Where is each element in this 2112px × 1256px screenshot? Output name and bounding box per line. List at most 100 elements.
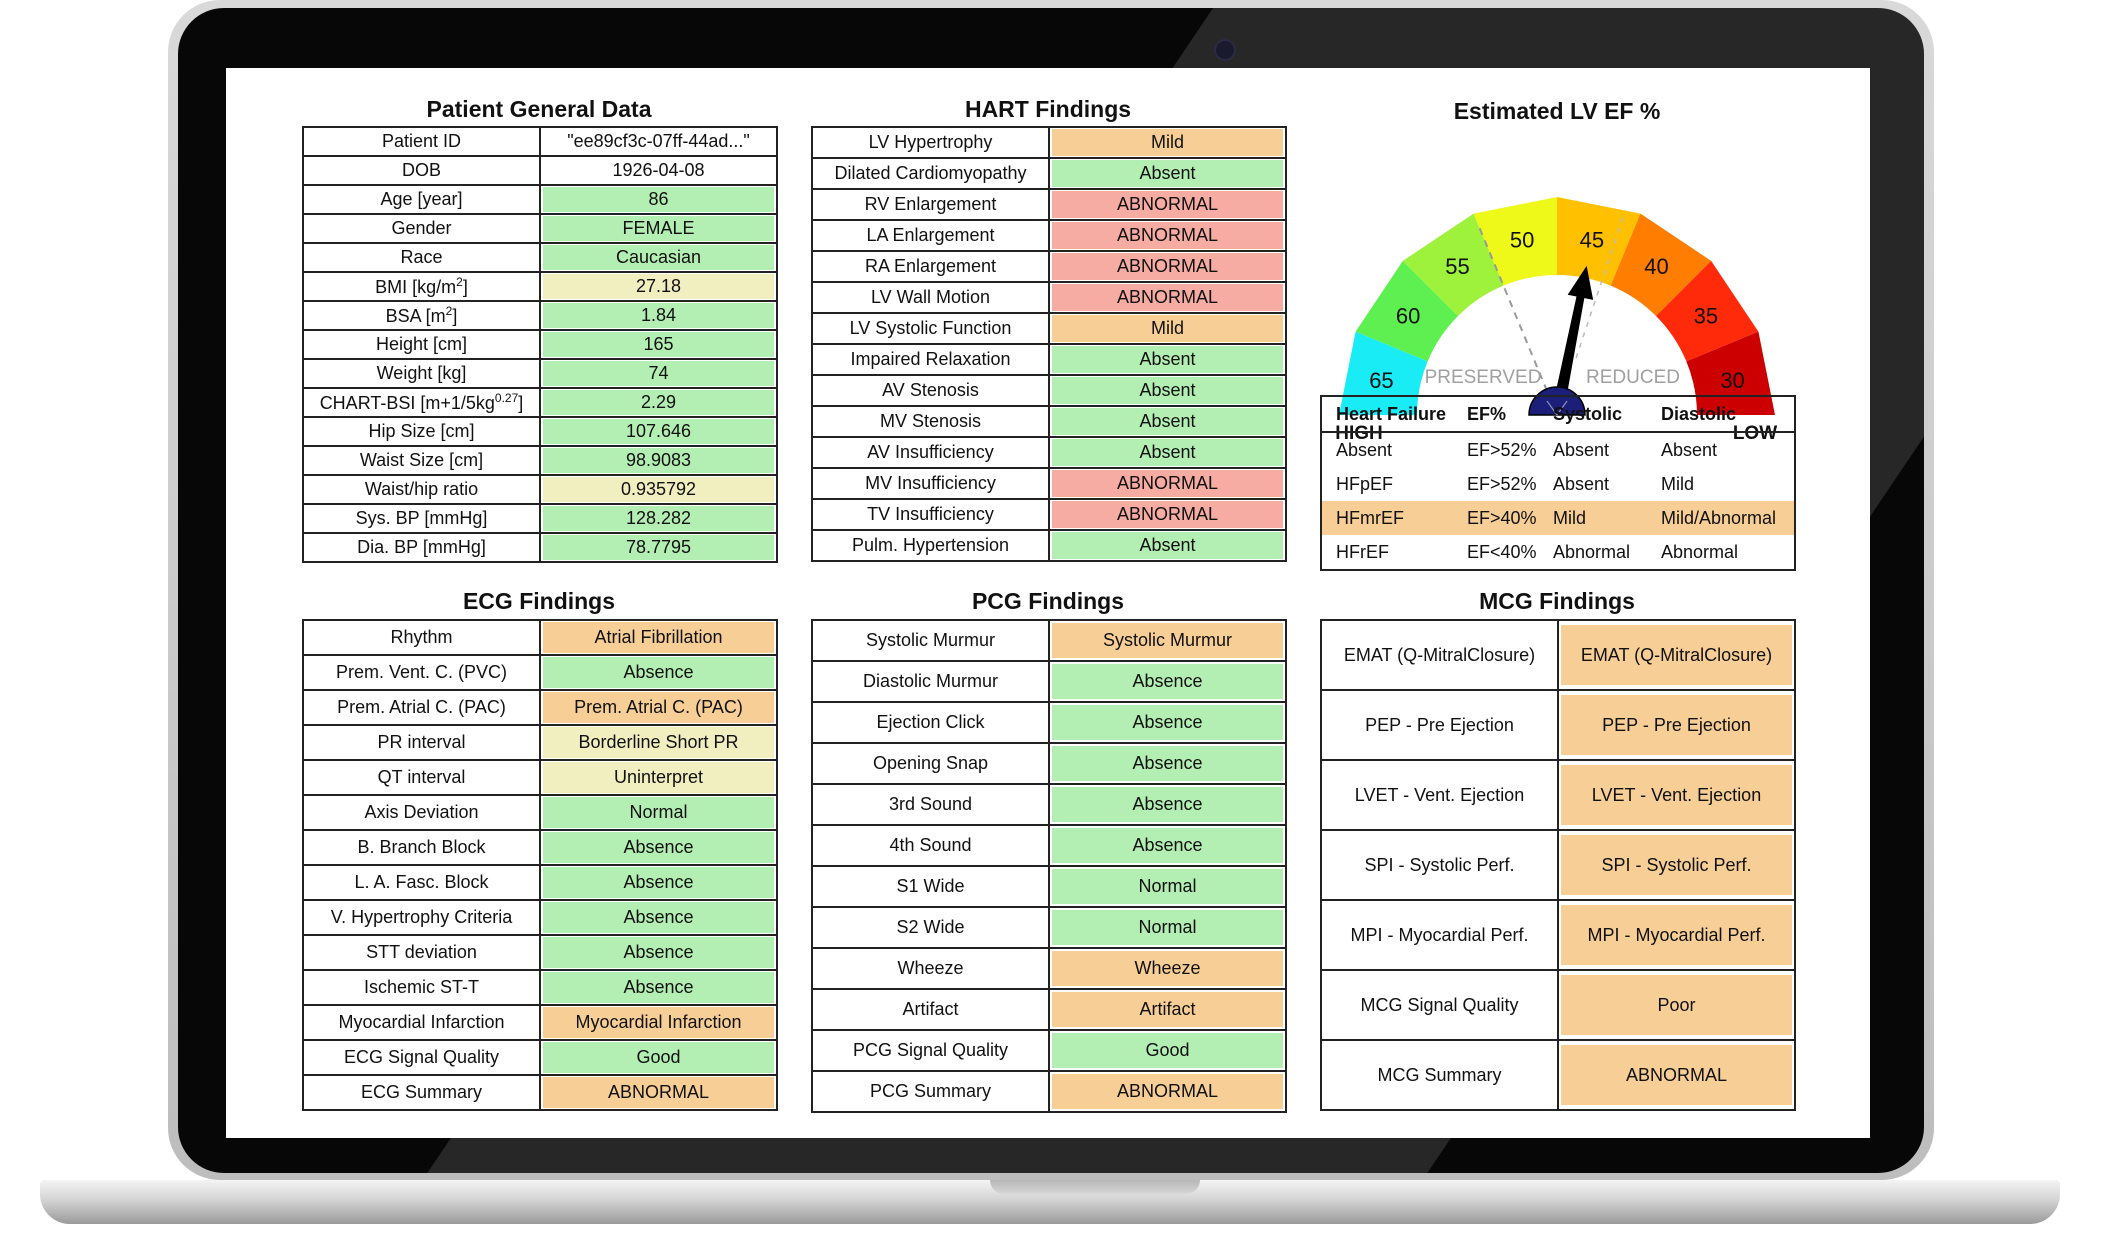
hart-row-value: Absent xyxy=(1048,374,1287,407)
patient-row-label: Gender xyxy=(302,213,541,244)
gauge-segment-label: 35 xyxy=(1694,304,1718,329)
label-text: 3rd Sound xyxy=(888,794,973,814)
ecg-row-label: ECG Signal Quality xyxy=(302,1039,541,1076)
mcg-row-value: LVET - Vent. Ejection xyxy=(1557,759,1796,831)
ecg-row: Ischemic ST-T Absence xyxy=(302,969,778,1006)
patient-row: Dia. BP [mmHg] 78.7795 xyxy=(302,532,778,563)
patient-row-label: Height [cm] xyxy=(302,329,541,360)
status-badge: Poor xyxy=(1561,975,1792,1035)
status-badge: FEMALE xyxy=(543,216,774,241)
pcg-row-value: ABNORMAL xyxy=(1048,1070,1287,1113)
patient-panel-title: Patient General Data xyxy=(426,96,652,122)
status-badge: Absence xyxy=(1052,705,1283,740)
label-text: RA Enlargement xyxy=(864,256,997,276)
pcg-row-label: Artifact xyxy=(811,988,1050,1031)
label-text: Race xyxy=(400,247,443,267)
label-text: Sys. BP [mmHg] xyxy=(355,508,488,528)
ecg-row: PR interval Borderline Short PR xyxy=(302,724,778,761)
pcg-row-value: Wheeze xyxy=(1048,947,1287,990)
hf-row: HFrEF EF<40% Abnormal Abnormal xyxy=(1321,535,1795,570)
label-suffix: ] xyxy=(452,306,458,326)
hf-cell: Mild/Abnormal xyxy=(1647,501,1795,535)
pcg-row-label: S2 Wide xyxy=(811,906,1050,949)
label-text: MPI - Myocardial Perf. xyxy=(1350,924,1529,945)
status-badge: 128.282 xyxy=(543,506,774,531)
status-badge: ABNORMAL xyxy=(543,1077,774,1108)
status-badge: Artifact xyxy=(1052,992,1283,1027)
status-badge: Absent xyxy=(1052,408,1283,435)
patient-row: Patient ID "ee89cf3c-07ff-44ad..." xyxy=(302,126,778,157)
label-text: LVET - Vent. Ejection xyxy=(1354,784,1525,805)
pcg-row-value: Artifact xyxy=(1048,988,1287,1031)
mcg-row-value: Poor xyxy=(1557,969,1796,1041)
patient-row: BSA [m2] 1.84 xyxy=(302,300,778,331)
label-text: Wheeze xyxy=(897,958,964,978)
hart-row-label: RV Enlargement xyxy=(811,188,1050,221)
pcg-row-label: S1 Wide xyxy=(811,865,1050,908)
status-badge: Mild xyxy=(1052,129,1283,156)
ecg-row-label: Ischemic ST-T xyxy=(302,969,541,1006)
ecg-row: Myocardial Infarction Myocardial Infarcti… xyxy=(302,1004,778,1041)
hart-row-value: Mild xyxy=(1048,126,1287,159)
hf-header-cell: Systolic xyxy=(1539,396,1647,433)
label-text: PR interval xyxy=(377,732,466,752)
ecg-row-value: Uninterpret xyxy=(539,759,778,796)
ecg-row-value: Borderline Short PR xyxy=(539,724,778,761)
gauge-segment-label: 40 xyxy=(1644,254,1668,279)
ecg-row-value: Good xyxy=(539,1039,778,1076)
label-text: Artifact xyxy=(902,999,959,1019)
ecg-row-value: Absence xyxy=(539,899,778,936)
gauge-segment-label: 50 xyxy=(1510,227,1534,252)
ecg-row-value: Absence xyxy=(539,829,778,866)
hart-row-value: Absent xyxy=(1048,529,1287,562)
hart-row: MV Insufficiency ABNORMAL xyxy=(811,467,1287,500)
hart-row: LV Systolic Function Mild xyxy=(811,312,1287,345)
gauge-segment xyxy=(1610,213,1712,317)
patient-row-value: 98.9083 xyxy=(539,445,778,476)
status-badge: 1926-04-08 xyxy=(543,158,774,183)
hf-cell: EF<40% xyxy=(1467,541,1537,562)
label-text: 4th Sound xyxy=(889,835,972,855)
label-text: STT deviation xyxy=(366,942,477,962)
gauge-segment-label: 65 xyxy=(1369,368,1393,393)
hf-row: HFpEF EF>52% Absent Mild xyxy=(1321,467,1795,501)
pcg-row-label: Systolic Murmur xyxy=(811,619,1050,662)
label-text: Dia. BP [mmHg] xyxy=(357,537,486,557)
patient-row-value: 107.646 xyxy=(539,416,778,447)
label-superscript: 2 xyxy=(456,275,463,289)
camera-icon xyxy=(1214,39,1236,61)
hart-row-label: LV Wall Motion xyxy=(811,281,1050,314)
label-text: LA Enlargement xyxy=(866,225,995,245)
hart-row-label: AV Insufficiency xyxy=(811,436,1050,469)
mcg-row-label: EMAT (Q-MitralClosure) xyxy=(1320,619,1559,691)
label-text: Diastolic Murmur xyxy=(862,671,999,691)
status-badge: Absence xyxy=(1052,664,1283,699)
status-badge: Absence xyxy=(543,867,774,898)
status-badge: Systolic Murmur xyxy=(1052,623,1283,658)
patient-row-value: 86 xyxy=(539,184,778,215)
pcg-row-value: Absence xyxy=(1048,701,1287,744)
hart-row-label: TV Insufficiency xyxy=(811,498,1050,531)
label-text: Dilated Cardiomyopathy xyxy=(834,163,1027,183)
label-text: Ejection Click xyxy=(876,712,985,732)
hf-cell: Absent xyxy=(1336,439,1393,460)
patient-row-label: CHART-BSI [m+1/5kg0.27] xyxy=(302,387,541,418)
hart-row-value: Absent xyxy=(1048,157,1287,190)
label-text: Myocardial Infarction xyxy=(338,1012,505,1032)
status-badge: Absent xyxy=(1052,377,1283,404)
ecg-row: Axis Deviation Normal xyxy=(302,794,778,831)
patient-row: Weight [kg] 74 xyxy=(302,358,778,389)
mcg-panel-title: MCG Findings xyxy=(1479,588,1635,614)
mcg-row-label: PEP - Pre Ejection xyxy=(1320,689,1559,761)
patient-row-label: Hip Size [cm] xyxy=(302,416,541,447)
pcg-row-label: 4th Sound xyxy=(811,824,1050,867)
label-text: Systolic Murmur xyxy=(865,630,995,650)
status-badge: ABNORMAL xyxy=(1052,284,1283,311)
hart-row-value: ABNORMAL xyxy=(1048,188,1287,221)
pcg-row: Artifact Artifact xyxy=(811,988,1287,1031)
patient-row-value: 2.29 xyxy=(539,387,778,418)
mcg-row-value: ABNORMAL xyxy=(1557,1039,1796,1111)
label-text: V. Hypertrophy Criteria xyxy=(330,907,513,927)
label-text: PEP - Pre Ejection xyxy=(1365,714,1514,735)
label-text: MCG Summary xyxy=(1377,1064,1502,1085)
